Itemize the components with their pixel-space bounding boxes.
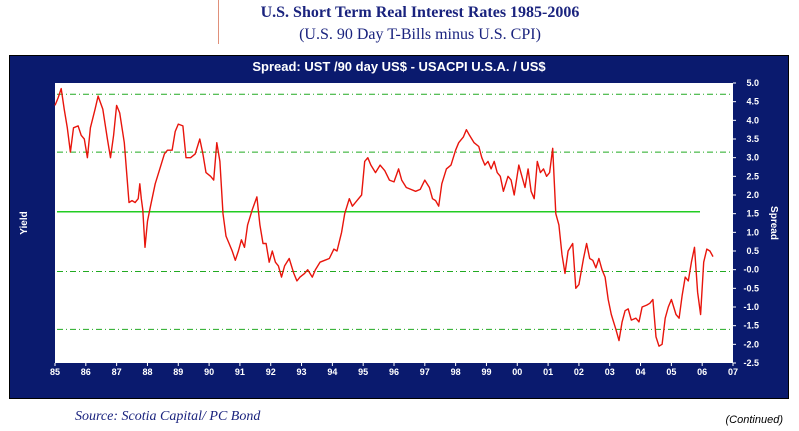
y-tick-label: 1.0: [746, 227, 759, 237]
y-tick-label: 0.5: [746, 246, 759, 256]
y-tick-label: 4.5: [746, 97, 759, 107]
plot-area: [55, 83, 733, 363]
y-tick-label: 5.0: [746, 78, 759, 88]
x-tick-label: 95: [358, 367, 368, 377]
source-note: Source: Scotia Capital/ PC Bond: [75, 409, 261, 424]
page-subtitle: (U.S. 90 Day T-Bills minus U.S. CPI): [299, 26, 541, 43]
y-tick-label: -1.0: [743, 302, 759, 312]
x-tick-label: 02: [574, 367, 584, 377]
y-tick-label: 3.0: [746, 153, 759, 163]
y-axis-label-left: Yield: [19, 211, 30, 235]
x-tick-label: 85: [50, 367, 60, 377]
x-tick-label: 99: [481, 367, 491, 377]
y-axis-label-right: Spread: [768, 206, 779, 240]
header-accent-line: [218, 0, 219, 44]
x-tick-label: 97: [420, 367, 430, 377]
series-line-0: [54, 87, 714, 347]
x-tick-label: 91: [235, 367, 245, 377]
x-tick-label: 03: [605, 367, 615, 377]
x-tick-label: 93: [297, 367, 307, 377]
continued-note: (Continued): [725, 414, 783, 426]
x-tick-label: 01: [543, 367, 553, 377]
x-tick-label: 04: [636, 367, 646, 377]
x-tick-label: 05: [666, 367, 676, 377]
x-tick-label: 00: [512, 367, 522, 377]
y-tick-label: 3.5: [746, 134, 759, 144]
y-tick-label: 2.5: [746, 171, 759, 181]
x-tick-label: 86: [81, 367, 91, 377]
page-title: U.S. Short Term Real Interest Rates 1985…: [260, 4, 580, 21]
x-tick-label: 88: [142, 367, 152, 377]
y-tick-label: -2.5: [743, 358, 759, 368]
x-tick-label: 89: [173, 367, 183, 377]
y-tick-label: 1.5: [746, 209, 759, 219]
y-tick-label: -2.0: [743, 339, 759, 349]
x-tick-label: 98: [451, 367, 461, 377]
x-tick-label: 07: [728, 367, 738, 377]
y-tick-label: -1.5: [743, 321, 759, 331]
x-tick-label: 90: [204, 367, 214, 377]
x-tick-label: 06: [697, 367, 707, 377]
x-tick-label: 92: [266, 367, 276, 377]
y-tick-label: -0.5: [743, 283, 759, 293]
y-tick-label: 2.0: [746, 190, 759, 200]
x-tick-label: 96: [389, 367, 399, 377]
x-tick-label: 87: [112, 367, 122, 377]
chart-title: Spread: UST /90 day US$ - USACPI U.S.A. …: [252, 59, 546, 74]
y-tick-label: 4.0: [746, 115, 759, 125]
y-tick-label: -0.0: [743, 265, 759, 275]
x-tick-label: 94: [327, 367, 337, 377]
